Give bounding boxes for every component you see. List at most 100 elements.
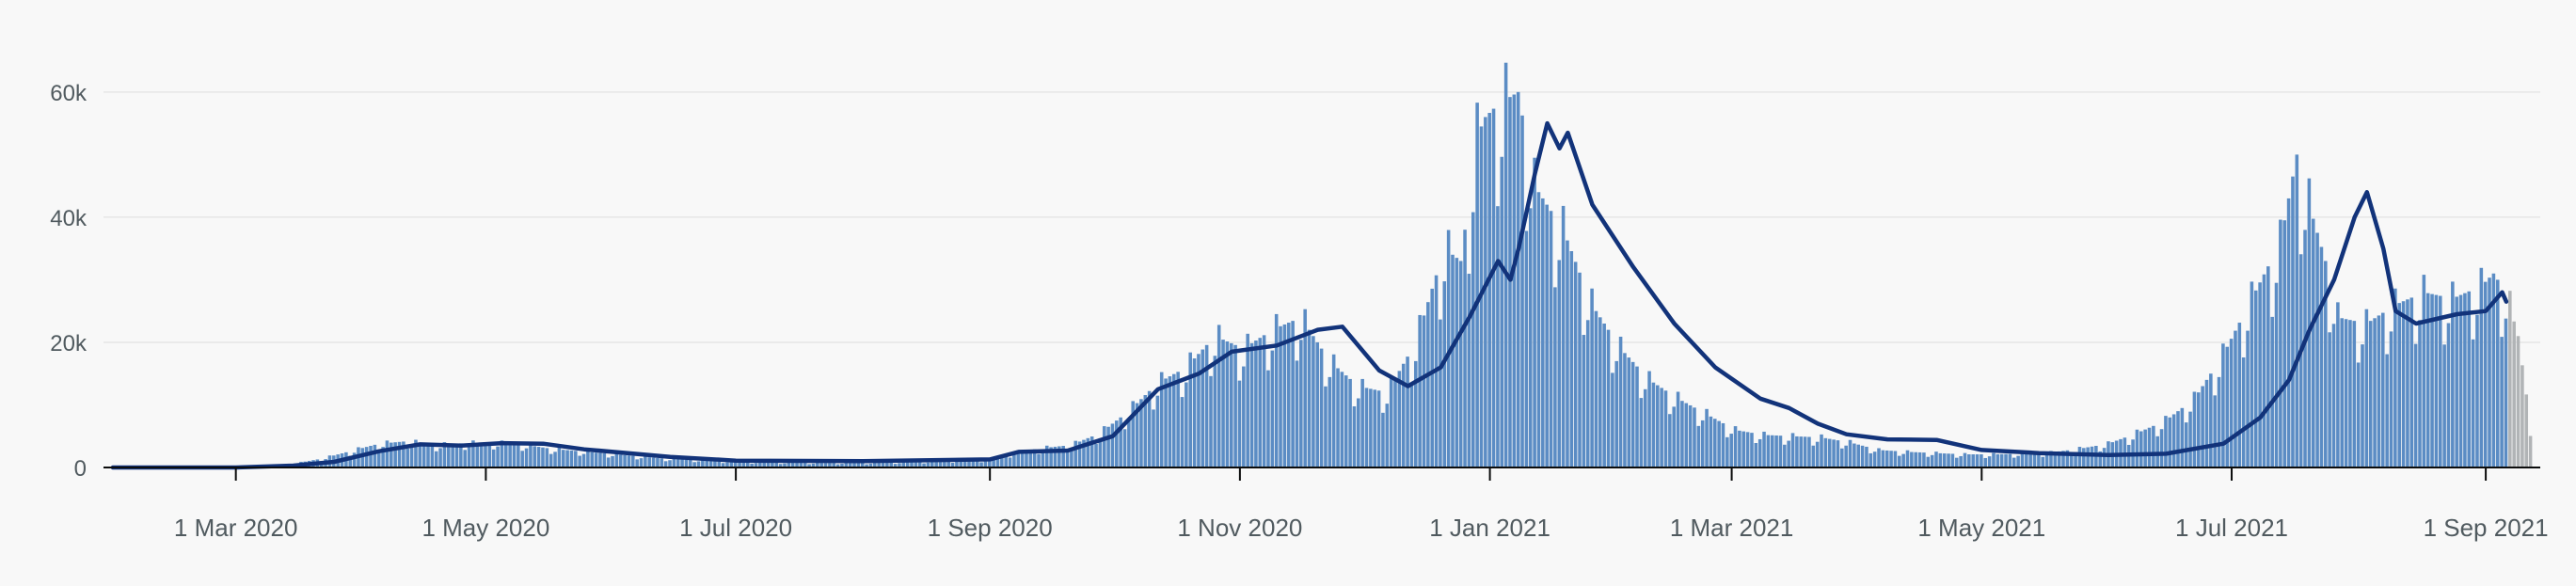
x-tick-label: 1 Jan 2021 <box>1429 514 1550 542</box>
daily-bar <box>1459 261 1463 467</box>
daily-bar <box>1312 336 1315 467</box>
daily-bar <box>1976 454 1980 467</box>
daily-bar <box>1230 343 1233 467</box>
daily-bar <box>1910 452 1914 467</box>
daily-bar <box>2299 254 2303 467</box>
daily-bar <box>1816 442 1820 467</box>
daily-bar <box>1348 379 1352 467</box>
daily-bar <box>1750 433 1754 467</box>
daily-bar <box>1804 436 1807 467</box>
daily-bar <box>1533 158 1536 467</box>
daily-bar <box>2070 454 2074 467</box>
daily-bar <box>546 448 549 467</box>
daily-bar <box>2315 233 2319 467</box>
daily-bar <box>1037 454 1041 467</box>
daily-bar <box>1758 439 1762 467</box>
daily-bar <box>1410 383 1414 467</box>
daily-bar <box>1578 273 1582 467</box>
daily-bar <box>713 461 717 467</box>
daily-bar <box>1787 441 1790 467</box>
daily-bar <box>1205 345 1209 467</box>
daily-bar <box>1898 456 1901 467</box>
daily-bar <box>2234 331 2237 467</box>
daily-bar <box>1582 335 1586 467</box>
daily-bar <box>1451 255 1455 467</box>
daily-bar <box>582 454 586 467</box>
daily-bar <box>570 451 574 467</box>
daily-bar <box>1414 361 1418 467</box>
daily-bar <box>1181 397 1185 467</box>
daily-bar <box>603 453 607 467</box>
daily-bar <box>1971 454 1975 467</box>
daily-bar <box>537 447 541 467</box>
daily-bar <box>1812 446 1816 467</box>
daily-bar <box>1566 241 1569 467</box>
daily-bar <box>1557 260 1561 467</box>
daily-bar <box>1541 198 1545 467</box>
daily-bar <box>1553 287 1557 467</box>
daily-bar <box>496 447 500 467</box>
daily-bar <box>1595 311 1598 467</box>
daily-bar <box>426 444 430 467</box>
daily-bar <box>1487 113 1491 467</box>
daily-bar <box>1475 103 1479 467</box>
y-tick-label: 0 <box>74 456 87 482</box>
daily-bar <box>2320 246 2324 467</box>
daily-bar <box>2385 355 2389 467</box>
daily-bar <box>2414 344 2418 467</box>
daily-bar <box>2402 301 2406 467</box>
daily-bar <box>1722 423 1725 467</box>
daily-bar <box>2136 430 2139 467</box>
daily-bar <box>1390 377 1393 467</box>
daily-bar <box>2148 428 2152 467</box>
daily-bar <box>553 451 557 467</box>
daily-bar <box>520 451 524 467</box>
daily-bar <box>1755 443 1758 467</box>
daily-bar <box>1373 389 1376 467</box>
daily-bar <box>1918 452 1922 467</box>
daily-bar <box>2296 154 2299 467</box>
daily-bar <box>689 460 692 467</box>
daily-bar <box>2082 448 2086 467</box>
daily-bar <box>2221 343 2225 467</box>
daily-bar <box>2275 283 2279 467</box>
daily-bar <box>2365 309 2369 467</box>
x-tick-label: 1 Jul 2021 <box>2175 514 2288 542</box>
daily-bar <box>1614 361 1618 467</box>
daily-bar <box>2500 337 2504 467</box>
daily-bar <box>1233 345 1237 467</box>
daily-bar <box>1832 439 1836 467</box>
daily-bar <box>1492 109 1496 467</box>
daily-bar <box>2332 324 2336 467</box>
daily-bar <box>386 440 390 467</box>
daily-bar <box>1967 454 1971 467</box>
daily-bar <box>2340 318 2344 467</box>
daily-bar <box>1901 454 1905 467</box>
daily-bar <box>2205 380 2209 467</box>
daily-bar <box>369 446 373 467</box>
daily-bar <box>1644 389 1647 467</box>
daily-bar <box>1602 324 1606 467</box>
daily-bar <box>435 451 438 467</box>
daily-bar <box>1226 341 1230 467</box>
daily-bar <box>2373 318 2377 467</box>
daily-bar <box>1471 213 1475 467</box>
daily-bar <box>393 442 397 467</box>
daily-bar <box>1983 458 1987 467</box>
y-tick-label: 40k <box>50 206 87 231</box>
daily-bar <box>422 443 426 467</box>
x-tick-label: 1 Jul 2020 <box>679 514 792 542</box>
daily-bar <box>1799 436 1803 467</box>
daily-bar <box>1520 116 1524 467</box>
daily-bar <box>1455 258 1459 467</box>
daily-bar <box>652 458 656 467</box>
daily-bar <box>2361 344 2364 467</box>
daily-bar <box>1664 390 1668 467</box>
daily-bar <box>586 451 590 467</box>
daily-bar <box>1279 326 1282 467</box>
daily-bar <box>1308 330 1312 467</box>
daily-bar <box>513 444 517 467</box>
daily-bar <box>656 458 660 467</box>
daily-bar <box>2390 331 2393 467</box>
